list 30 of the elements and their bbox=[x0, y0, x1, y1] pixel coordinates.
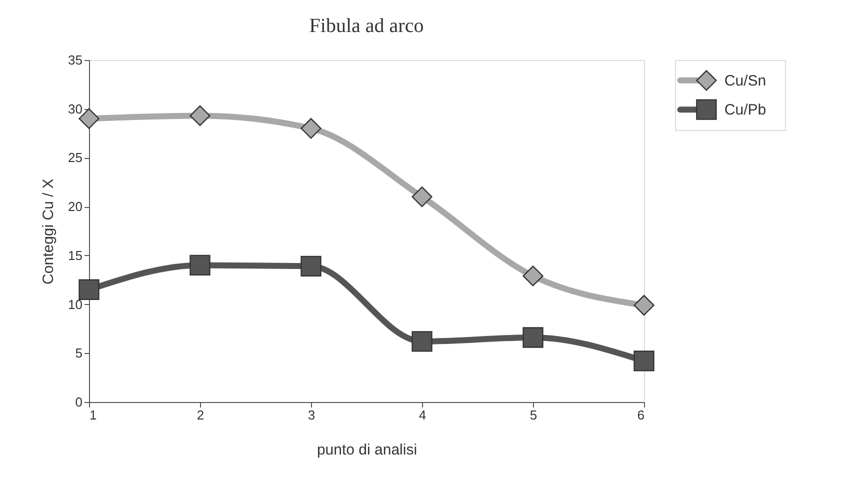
chart-title: Fibula ad arco bbox=[309, 15, 424, 37]
legend-label: Cu/Pb bbox=[724, 102, 766, 119]
point bbox=[300, 256, 322, 277]
point bbox=[412, 331, 432, 352]
y-tick-label: 35 bbox=[68, 52, 82, 68]
point bbox=[634, 350, 654, 372]
point bbox=[190, 254, 210, 276]
y-tick-label: 20 bbox=[68, 199, 82, 214]
point bbox=[300, 118, 322, 139]
y-tick-label: 5 bbox=[75, 346, 82, 361]
point bbox=[412, 186, 432, 208]
y-tick-label: 15 bbox=[68, 248, 82, 263]
x-tick-label: 2 bbox=[196, 408, 204, 422]
point bbox=[522, 327, 544, 348]
y-tick-label: 30 bbox=[68, 101, 82, 116]
point bbox=[634, 294, 654, 316]
point bbox=[190, 105, 210, 126]
point bbox=[522, 266, 544, 286]
x-tick-label: 1 bbox=[90, 408, 97, 422]
y-tick-label: 25 bbox=[68, 150, 82, 166]
y-axis-title: Conteggi Cu / X bbox=[40, 178, 58, 284]
point bbox=[78, 279, 100, 300]
x-tick-label: 6 bbox=[637, 408, 644, 422]
x-tick-label: 5 bbox=[530, 408, 538, 422]
x-axis-title: punto di analisi bbox=[316, 442, 418, 458]
x-tick-label: 3 bbox=[308, 408, 316, 422]
y-tick-label: 10 bbox=[68, 296, 82, 312]
y-tick-label: 0 bbox=[75, 394, 82, 410]
legend-label: Cu/Sn bbox=[724, 72, 766, 90]
x-tick-label: 4 bbox=[418, 408, 426, 422]
